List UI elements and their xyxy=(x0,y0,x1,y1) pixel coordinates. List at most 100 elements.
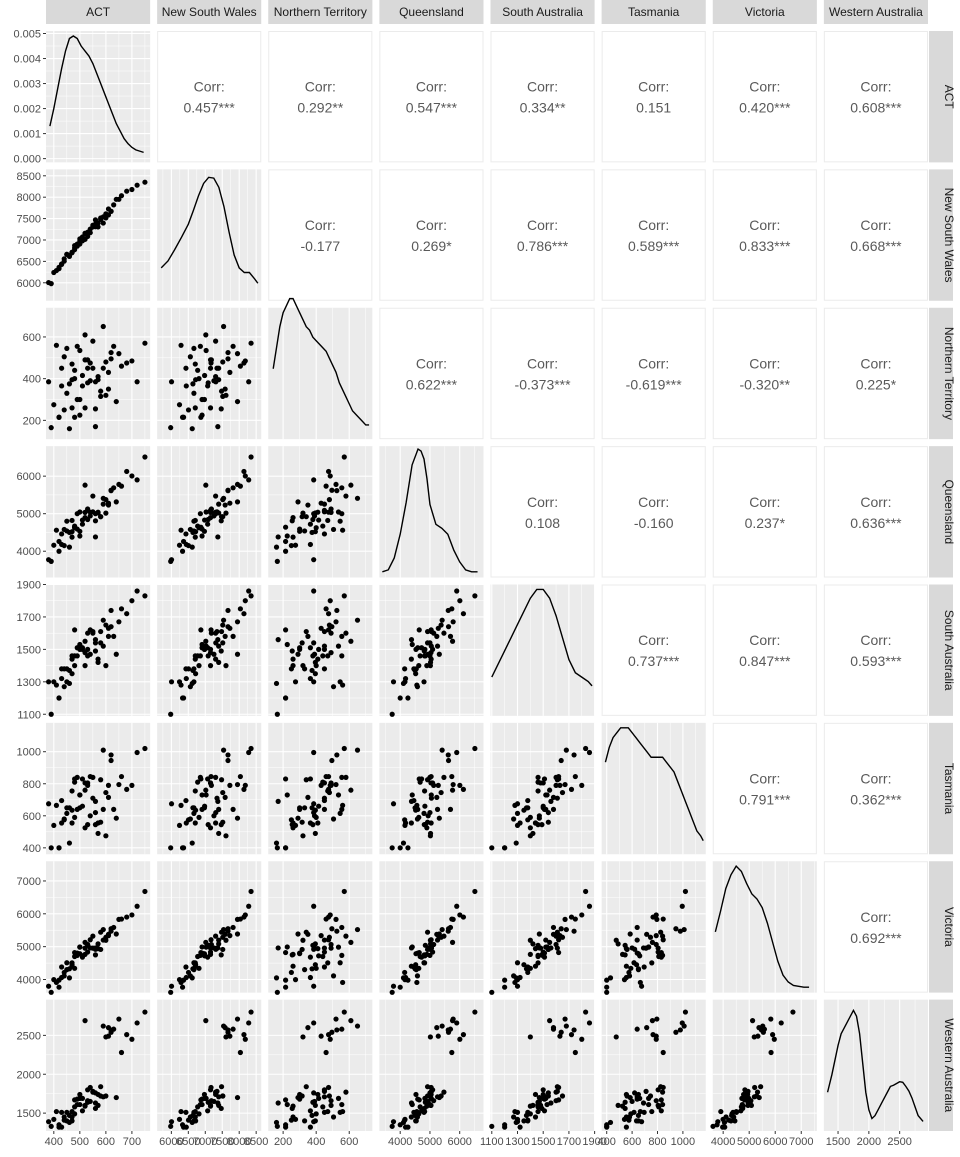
scatter-point xyxy=(113,651,119,657)
scatter-point xyxy=(313,663,319,669)
scatter-point xyxy=(311,1090,317,1096)
scatter-point xyxy=(207,663,214,669)
scatter-point xyxy=(274,989,280,995)
scatter-point xyxy=(511,1114,517,1120)
scatter-point xyxy=(56,538,62,545)
scatter-point xyxy=(543,937,549,943)
scatter-point xyxy=(430,780,436,786)
panel-new-south-wales-vs-tasmania: Corr: 0.589*** xyxy=(601,169,706,301)
scatter-point xyxy=(445,1027,451,1033)
x-tick-label: 8000 xyxy=(227,1136,251,1148)
scatter-point xyxy=(343,493,349,499)
scatter-point xyxy=(61,526,67,533)
x-tick-label: 600 xyxy=(97,1136,115,1148)
panel-northern-territory-vs-northern-territory xyxy=(268,297,373,440)
scatter-point xyxy=(178,342,184,348)
scatter-point xyxy=(98,628,104,635)
scatter-point xyxy=(635,1112,642,1119)
density-panel xyxy=(46,31,151,163)
scatter-point xyxy=(283,977,289,983)
scatter-point xyxy=(275,637,281,643)
x-tick-label: 6000 xyxy=(159,1136,183,1148)
scatter-point xyxy=(275,945,281,951)
scatter-point xyxy=(417,653,423,659)
column-strip-label: Tasmania xyxy=(628,5,680,19)
scatter-point xyxy=(535,822,541,828)
scatter-point xyxy=(307,1124,313,1130)
scatter-point xyxy=(185,969,192,976)
scatter-point xyxy=(213,493,219,499)
scatter-point xyxy=(179,845,186,851)
corr-label: Corr: xyxy=(527,494,558,510)
scatter-point xyxy=(408,656,414,662)
scatter-point xyxy=(85,365,91,371)
x-tick-label: 7500 xyxy=(210,1136,234,1148)
scatter-point xyxy=(328,1098,334,1104)
scatter-point xyxy=(649,939,656,945)
panel-south-australia-vs-tasmania: Corr: 0.737*** xyxy=(601,584,706,716)
x-tick-label: 400 xyxy=(307,1136,325,1148)
scatter-point xyxy=(85,942,91,948)
panel-tasmania-vs-tasmania xyxy=(601,722,706,855)
scatter-point xyxy=(790,1009,796,1015)
scatter-point xyxy=(536,1094,542,1101)
scatter-point xyxy=(568,786,575,792)
scatter-point xyxy=(218,777,225,783)
scatter-point xyxy=(405,1124,411,1130)
scatter-point xyxy=(309,529,315,536)
scatter-point xyxy=(307,541,313,548)
scatter-point xyxy=(431,1098,437,1104)
scatter-point xyxy=(92,637,99,643)
column-strip-western-australia xyxy=(823,0,928,24)
scatter-point xyxy=(87,813,93,819)
scatter-point xyxy=(327,598,333,604)
scatter-point xyxy=(460,1032,467,1038)
scatter-point xyxy=(411,1109,417,1115)
corr-label: Corr: xyxy=(638,632,669,648)
scatter-point xyxy=(234,781,241,788)
scatter-point xyxy=(220,946,226,953)
scatter-point xyxy=(327,1036,333,1042)
scatter-point xyxy=(527,833,533,839)
scatter-point xyxy=(579,912,585,918)
scatter-point xyxy=(339,924,345,931)
scatter-point xyxy=(48,1123,54,1129)
scatter-point xyxy=(513,1119,519,1126)
scatter-point xyxy=(579,782,585,788)
scatter-point xyxy=(87,937,93,943)
scatter-point xyxy=(87,513,93,519)
scatter-point xyxy=(340,979,346,986)
row-strip-northern-territory xyxy=(929,307,953,440)
corr-label: Corr: xyxy=(416,217,447,233)
scatter-point xyxy=(454,588,460,594)
scatter-point xyxy=(201,1091,208,1098)
y-tick-label: 6000 xyxy=(17,278,41,290)
panel-act-vs-northern-territory: Corr: 0.292** xyxy=(268,31,373,163)
scatter-point xyxy=(321,507,328,513)
scatter-point xyxy=(502,977,508,983)
scatter-point xyxy=(246,477,252,483)
scatter-point xyxy=(85,653,91,659)
scatter-panel xyxy=(601,861,706,993)
scatter-point xyxy=(82,787,88,793)
scatter-point xyxy=(417,779,423,785)
scatter-point xyxy=(402,666,408,672)
scatter-point xyxy=(79,372,86,379)
scatter-point xyxy=(641,964,647,970)
scatter-point xyxy=(339,633,345,640)
correlation-panel xyxy=(601,307,706,440)
scatter-point xyxy=(168,679,175,685)
scatter-point xyxy=(553,1098,559,1104)
panel-western-australia-vs-new-south-wales xyxy=(157,999,262,1131)
panel-queensland-vs-act xyxy=(46,446,151,578)
scatter-point xyxy=(653,1098,659,1104)
scatter-point xyxy=(69,405,75,411)
scatter-point xyxy=(198,627,204,633)
scatter-point xyxy=(118,1049,125,1056)
scatter-point xyxy=(545,819,551,825)
scatter-point xyxy=(213,338,219,344)
scatter-point xyxy=(77,241,83,247)
scatter-point xyxy=(337,810,343,817)
scatter-point xyxy=(742,1087,748,1093)
